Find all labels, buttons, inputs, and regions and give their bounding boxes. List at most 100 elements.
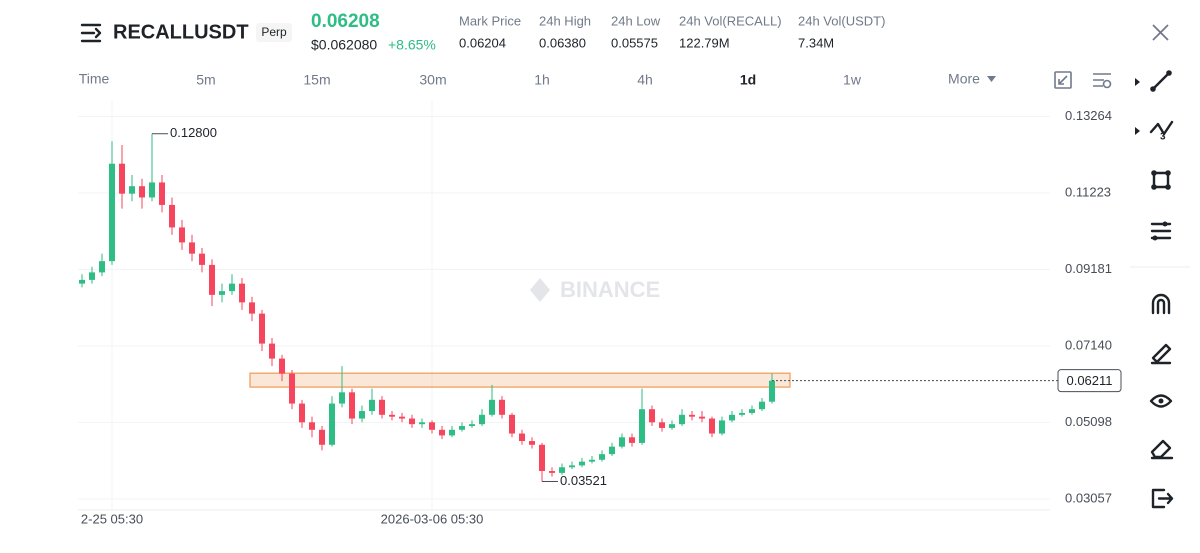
- candle-body: [279, 358, 285, 374]
- candle-body: [639, 409, 645, 443]
- candle-body: [649, 409, 655, 423]
- candle-body: [309, 422, 315, 430]
- candle-body: [379, 399, 385, 415]
- candle-body: [129, 186, 135, 194]
- candle-body: [759, 401, 765, 410]
- price-zone: [249, 372, 791, 388]
- candle-body: [599, 454, 605, 460]
- candle-body: [169, 204, 175, 228]
- exit-tool[interactable]: [1151, 488, 1174, 509]
- candle-body: [109, 163, 115, 262]
- visibility-tool[interactable]: [1149, 394, 1173, 408]
- stat-value: 0.06380: [539, 35, 586, 50]
- contract-badge: [256, 23, 292, 42]
- candle-body: [119, 163, 125, 194]
- candle-body: [629, 437, 635, 443]
- candle-body: [319, 429, 325, 445]
- candle-body: [659, 422, 665, 428]
- candle-body: [189, 242, 195, 254]
- line-tool[interactable]: [1150, 70, 1172, 92]
- candle-body: [79, 279, 85, 284]
- candle-body: [539, 444, 545, 472]
- candle-body: [689, 414, 695, 417]
- interval[interactable]: 1w: [843, 72, 862, 88]
- magnet-tool[interactable]: [1151, 293, 1171, 315]
- interval[interactable]: More: [948, 71, 980, 87]
- stat-value: 7.34M: [798, 35, 834, 50]
- eraser-tool[interactable]: [1150, 439, 1174, 460]
- annotation-label: 0.12800: [170, 125, 217, 140]
- candle-body: [729, 414, 735, 421]
- current-price-box: [1057, 369, 1122, 393]
- stat-label: 24h Low: [611, 13, 661, 28]
- text-tool[interactable]: [1150, 221, 1172, 241]
- stat-value: 122.79M: [679, 35, 730, 50]
- candle-body: [429, 422, 435, 430]
- candle-body: [519, 433, 525, 442]
- interval[interactable]: 15m: [303, 72, 330, 88]
- plot-area: 0.13264 0.11223 0.09181 0.07140 0.05098 0.030…: [78, 100, 1122, 526]
- candle-body: [99, 261, 105, 273]
- candle-body: [579, 461, 585, 466]
- candle-body: [469, 424, 475, 427]
- stat-label: 24h Vol(RECALL): [679, 13, 782, 28]
- indicator-icon[interactable]: [1093, 73, 1112, 89]
- interval[interactable]: 1h: [534, 72, 550, 88]
- expand-arrow: [1135, 78, 1140, 86]
- fib-tool[interactable]: 3: [1149, 120, 1174, 143]
- candle-body: [609, 446, 615, 455]
- menu-icon[interactable]: [80, 23, 102, 43]
- y-tick-label: 0.05098: [1065, 414, 1112, 429]
- candle-body: [369, 399, 375, 412]
- x-tick-label: 2-25 05:30: [81, 511, 143, 526]
- interval[interactable]: 1d: [740, 72, 756, 88]
- interval[interactable]: Time: [79, 71, 110, 87]
- y-tick-label: 0.11223: [1065, 184, 1111, 199]
- stat-value: 0.05575: [611, 35, 658, 50]
- dropdown-arrow: [987, 76, 996, 82]
- shape-tool[interactable]: [1151, 170, 1171, 190]
- candle-body: [439, 429, 445, 436]
- candle-body: [749, 409, 755, 413]
- price-change: +8.65%: [388, 37, 436, 53]
- stat-label: 24h High: [539, 13, 591, 28]
- candle-body: [179, 227, 185, 243]
- candle-body: [239, 283, 245, 303]
- stat-label: 24h Vol(USDT): [798, 13, 885, 28]
- y-tick-label: 0.09181: [1065, 261, 1112, 276]
- interval[interactable]: 30m: [419, 72, 446, 88]
- close-button[interactable]: [1152, 24, 1169, 41]
- candle-body: [209, 264, 215, 295]
- pencil-tool[interactable]: [1150, 343, 1172, 365]
- drawing-tools: 3: [1130, 70, 1190, 509]
- candle-body: [139, 186, 145, 198]
- watermark-text: BINANCE: [560, 277, 660, 302]
- candle-body: [359, 411, 365, 419]
- candle-body: [619, 437, 625, 447]
- interval[interactable]: 4h: [637, 72, 653, 88]
- candle-body: [479, 414, 485, 425]
- svg-text:3: 3: [1160, 132, 1166, 143]
- candle-body: [549, 471, 555, 473]
- candle-body: [769, 380, 775, 402]
- y-tick-label: 0.13264: [1065, 108, 1112, 123]
- interval[interactable]: 5m: [196, 72, 215, 88]
- candle-body: [389, 414, 395, 417]
- candle-body: [559, 467, 565, 473]
- candle-body: [739, 412, 745, 415]
- candle-body: [719, 420, 725, 434]
- chart-settings-icon[interactable]: [1054, 71, 1072, 89]
- symbol[interactable]: RECALLUSDT: [113, 21, 249, 43]
- candle-body: [159, 182, 165, 205]
- candle-body: [329, 403, 335, 445]
- watermark: BINANCE: [530, 277, 660, 302]
- candle-body: [299, 403, 305, 423]
- candle-body: [349, 392, 355, 419]
- usd-price: $0.062080: [311, 37, 377, 53]
- y-tick-label: 0.07140: [1065, 337, 1112, 352]
- x-tick-label: 2026-03-06 05:30: [381, 511, 484, 526]
- candle-body: [449, 429, 455, 436]
- stat-value: 0.06204: [459, 35, 506, 50]
- candle-body: [569, 465, 575, 468]
